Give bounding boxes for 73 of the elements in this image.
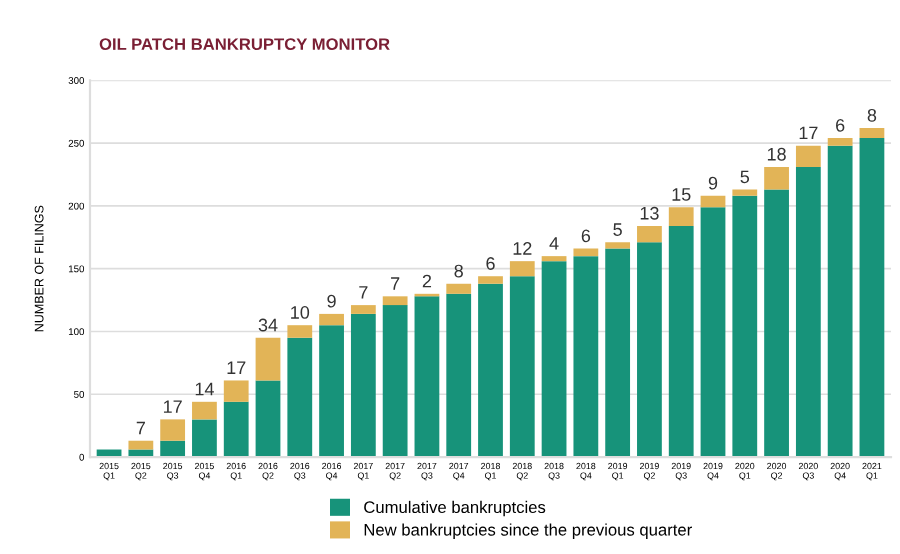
bar: [541, 261, 567, 458]
bar: [446, 283, 472, 294]
bar: [350, 305, 376, 314]
data-label: 5: [613, 223, 622, 236]
data-label: 6: [486, 257, 495, 270]
data-label: 9: [327, 294, 336, 308]
data-label: 14: [195, 382, 214, 396]
bar: [668, 226, 694, 458]
bar: [192, 401, 217, 420]
bar: [160, 419, 186, 441]
bar: [700, 207, 726, 458]
bar: [192, 419, 217, 458]
bar: [859, 138, 885, 458]
legend-label: Cumulative bankruptcies: [364, 500, 546, 517]
data-label: 4: [549, 237, 559, 250]
data-label: 6: [836, 118, 845, 132]
bar: [827, 145, 853, 458]
bar: [287, 337, 313, 458]
bar: [446, 293, 472, 458]
bar: [478, 283, 503, 458]
bar: [414, 296, 440, 458]
data-label: 7: [391, 277, 400, 290]
bar: [859, 128, 885, 139]
data-label: 17: [227, 361, 246, 374]
bar: [732, 189, 758, 196]
bar: [319, 325, 344, 458]
data-label: 8: [454, 264, 463, 278]
bar: [223, 380, 249, 402]
bar: [255, 337, 281, 381]
bar: [382, 296, 408, 306]
bar: [764, 189, 789, 458]
data-label: 5: [740, 170, 750, 184]
bar: [605, 242, 631, 249]
data-label: 7: [136, 421, 145, 435]
data-label: 6: [581, 229, 591, 243]
data-label: 17: [163, 400, 182, 413]
data-label: 9: [708, 176, 718, 190]
bar: [128, 440, 154, 450]
data-label: 15: [672, 188, 691, 201]
bar: [509, 276, 535, 458]
bar: [287, 325, 313, 338]
bar: [573, 248, 599, 257]
bar: [732, 195, 758, 458]
bar: [255, 380, 281, 458]
data-label: 2: [422, 274, 432, 288]
bar: [382, 305, 408, 458]
bar: [541, 256, 567, 262]
data-label: 10: [291, 306, 310, 319]
data-label: 34: [258, 318, 278, 332]
data-label: 17: [799, 126, 818, 140]
bar: [160, 440, 186, 458]
data-label: 13: [640, 206, 659, 220]
data-label: 8: [867, 108, 877, 122]
bar: [827, 138, 853, 146]
bar: [223, 401, 249, 458]
data-label: 7: [359, 286, 368, 299]
bar: [637, 226, 662, 243]
bar: [573, 256, 599, 458]
data-label: 12: [513, 242, 532, 255]
legend-label: New bankruptcies since the previous quarter: [364, 523, 692, 539]
bar: [700, 195, 726, 208]
bar: [668, 207, 694, 226]
bar: [795, 145, 821, 167]
bar: [764, 166, 789, 190]
bar: [605, 248, 631, 458]
bar: [478, 276, 503, 284]
data-label: 18: [767, 147, 786, 161]
bar: [319, 313, 344, 326]
chart-title: OIL PATCH BANKRUPTCY MONITOR: [99, 38, 390, 51]
bar: [795, 166, 821, 458]
bar: [509, 261, 535, 277]
bar: [350, 313, 376, 458]
bar: [637, 242, 662, 458]
